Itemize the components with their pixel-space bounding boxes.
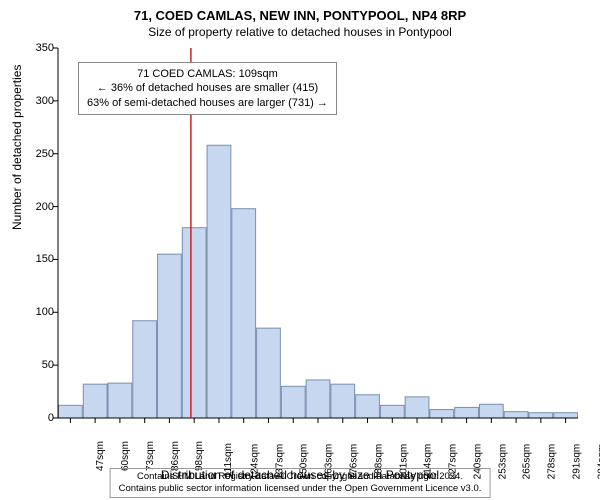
annotation-line3: 63% of semi-detached houses are larger (… (87, 96, 328, 110)
annotation-callout: 71 COED CAMLAS: 109sqm ← 36% of detached… (78, 62, 337, 115)
x-tick-label: 98sqm (194, 441, 205, 471)
y-axis-label: Number of detached properties (10, 65, 24, 230)
x-tick-label: 60sqm (120, 441, 131, 471)
y-tick-label: 250 (36, 148, 54, 160)
x-tick-label: 73sqm (145, 441, 156, 471)
annotation-line1: 71 COED CAMLAS: 109sqm (87, 67, 328, 81)
annotation-line2: ← 36% of detached houses are smaller (41… (87, 81, 328, 95)
x-tick-label: 86sqm (170, 441, 181, 471)
y-tick-label: 300 (36, 95, 54, 107)
y-tick-label: 0 (48, 412, 54, 424)
x-tick-label: 47sqm (95, 441, 106, 471)
footer-line2: Contains public sector information licen… (119, 483, 482, 495)
attribution-footer: Contains HM Land Registry data © Crown c… (110, 468, 491, 498)
chart-title-sub: Size of property relative to detached ho… (0, 23, 600, 43)
y-tick-label: 200 (36, 201, 54, 213)
y-tick-label: 100 (36, 306, 54, 318)
chart-plot-area: 71 COED CAMLAS: 109sqm ← 36% of detached… (58, 48, 578, 418)
chart-title-main: 71, COED CAMLAS, NEW INN, PONTYPOOL, NP4… (0, 0, 600, 23)
y-tick-label: 50 (42, 359, 54, 371)
y-tick-label: 150 (36, 253, 54, 265)
y-tick-label: 350 (36, 42, 54, 54)
footer-line1: Contains HM Land Registry data © Crown c… (119, 471, 482, 483)
